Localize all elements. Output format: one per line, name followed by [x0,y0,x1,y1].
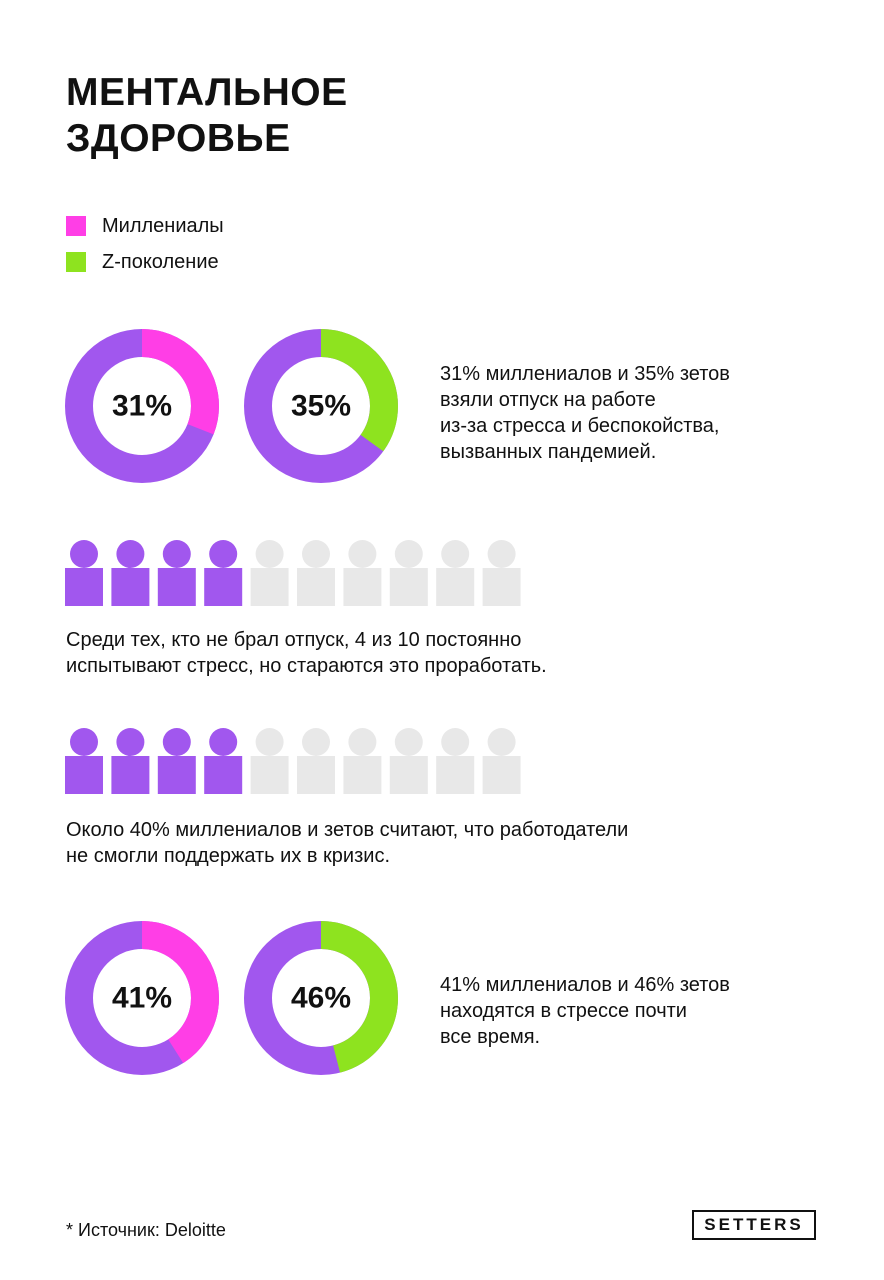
donut-genz-stress: 46% [244,921,398,1075]
donut-millennials-vacation: 31% [65,329,219,483]
page-title: МЕНТАЛЬНОЕ ЗДОРОВЬЕ [66,70,348,162]
donut-segment [244,329,398,483]
legend: Миллениалы Z-поколение [66,208,224,280]
caption-employers-line-2: не смогли поддержать их в кризис. [66,845,391,867]
person-icon [482,540,521,606]
person-icon [343,728,382,794]
person-icon [482,728,521,794]
people-row-employers [65,728,521,794]
person-icon [250,540,289,606]
person-icon [389,728,428,794]
caption-vacation-line-1: 31% миллениалов и 35% зетов [440,363,730,385]
legend-item-millennials: Миллениалы [66,208,224,244]
caption-stress-line-2: находятся в стрессе почти [440,1000,687,1022]
caption-no-vacation: Среди тех, кто не брал отпуск, 4 из 10 п… [66,627,547,679]
person-icon [204,728,243,794]
donut-segment [244,921,398,1075]
donut-segment [65,329,219,483]
caption-stress-line-1: 41% миллениалов и 46% зетов [440,974,730,996]
legend-item-genz: Z-поколение [66,244,224,280]
person-icon [111,728,150,794]
person-icon [250,728,289,794]
donut-segment [65,921,219,1075]
donut-value-label: 46% [291,982,351,1015]
caption-vacation-line-3: из-за стресса и беспокойства, [440,415,720,437]
person-icon [436,540,475,606]
title-line-2: ЗДОРОВЬЕ [66,117,291,160]
person-icon [65,728,103,794]
caption-employers: Около 40% миллениалов и зетов считают, ч… [66,817,628,869]
donut-value-label: 41% [112,982,172,1015]
people-row-no-vacation [65,540,521,606]
person-icon [297,728,335,794]
source-note: * Источник: Deloitte [66,1220,226,1240]
donut-value-label: 35% [291,390,351,423]
person-icon [389,540,428,606]
donut-genz-vacation: 35% [244,329,398,483]
title-line-1: МЕНТАЛЬНОЕ [66,71,348,114]
donut-millennials-stress: 41% [65,921,219,1075]
caption-stress-line-3: все время. [440,1026,541,1048]
person-icon [157,728,196,794]
person-icon [65,540,103,606]
person-icon [157,540,196,606]
donut-value-label: 31% [112,390,172,423]
person-icon [343,540,382,606]
person-icon [436,728,475,794]
caption-vacation-line-4: вызванных пандемией. [440,441,657,463]
caption-employers-line-1: Около 40% миллениалов и зетов считают, ч… [66,819,629,841]
legend-label-millennials: Миллениалы [102,214,224,237]
setters-logo: SETTERS [692,1210,816,1240]
person-icon [204,540,243,606]
caption-vacation-line-2: взяли отпуск на работе [440,389,656,411]
legend-swatch-genz [66,252,86,272]
legend-swatch-millennials [66,216,86,236]
caption-no-vacation-line-1: Среди тех, кто не брал отпуск, 4 из 10 п… [66,629,522,651]
caption-vacation: 31% миллениалов и 35% зетов взяли отпуск… [440,361,730,465]
legend-label-genz: Z-поколение [102,250,219,273]
person-icon [297,540,335,606]
caption-stress: 41% миллениалов и 46% зетов находятся в … [440,972,730,1050]
caption-no-vacation-line-2: испытывают стресс, но стараются это прор… [66,655,547,677]
person-icon [111,540,150,606]
